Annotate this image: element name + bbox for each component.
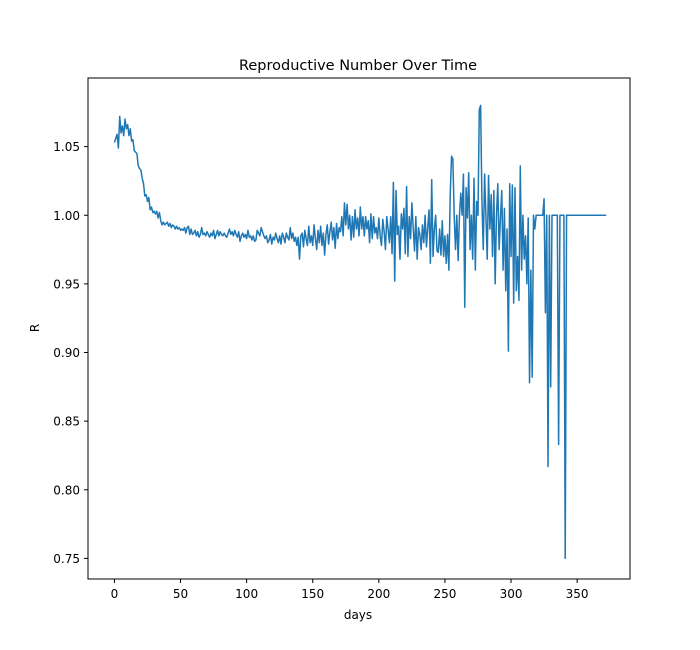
- y-tick-label: 1.00: [53, 209, 80, 223]
- plot-area: [113, 104, 607, 560]
- x-axis-label: days: [344, 608, 372, 622]
- x-tick-label: 0: [111, 587, 119, 601]
- x-tick-label: 300: [500, 587, 523, 601]
- x-tick-label: 250: [433, 587, 456, 601]
- axes-frame: [87, 77, 631, 580]
- y-tick-label: 0.75: [53, 552, 80, 566]
- series-line-0: [113, 104, 607, 560]
- x-tick-label: 350: [566, 587, 589, 601]
- y-axis: 0.75 0.80 0.85 0.90 0.95 1.00 1.05: [53, 140, 88, 566]
- x-tick-label: 50: [173, 587, 188, 601]
- chart-title: Reproductive Number Over Time: [239, 58, 477, 74]
- y-tick-label: 0.85: [53, 415, 80, 429]
- y-tick-label: 0.95: [53, 277, 80, 291]
- y-axis-label: R: [28, 324, 42, 332]
- y-tick-label: 1.05: [53, 140, 80, 154]
- y-tick-label: 0.80: [53, 483, 80, 497]
- x-tick-label: 150: [301, 587, 324, 601]
- y-tick-label: 0.90: [53, 346, 80, 360]
- x-tick-label: 100: [235, 587, 258, 601]
- x-axis: 0 50 100 150 200 250 300 350: [111, 579, 589, 601]
- x-tick-label: 200: [367, 587, 390, 601]
